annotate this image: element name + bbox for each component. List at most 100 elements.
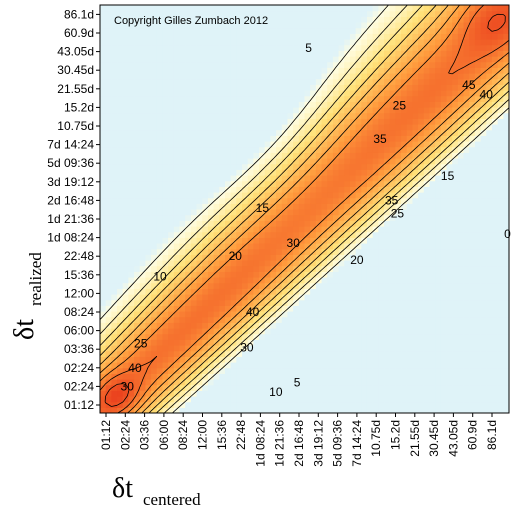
heatmap-cell bbox=[486, 260, 493, 267]
heatmap-cell bbox=[207, 152, 215, 159]
heatmap-cell bbox=[190, 305, 198, 312]
heatmap-cell bbox=[259, 311, 266, 318]
heatmap-cell bbox=[463, 237, 470, 244]
heatmap-cell bbox=[452, 379, 459, 386]
heatmap-cell bbox=[338, 180, 345, 187]
heatmap-cell bbox=[128, 203, 135, 210]
heatmap-cell bbox=[151, 328, 158, 335]
heatmap-cell bbox=[372, 112, 379, 119]
heatmap-cell bbox=[491, 345, 499, 352]
heatmap-cell bbox=[327, 237, 334, 244]
heatmap-cell bbox=[457, 237, 465, 244]
heatmap-cell bbox=[270, 44, 277, 51]
heatmap-cell bbox=[173, 282, 181, 289]
heatmap-cell bbox=[281, 16, 289, 23]
heatmap-cell bbox=[332, 260, 340, 267]
heatmap-cell bbox=[395, 169, 402, 176]
heatmap-cell bbox=[469, 333, 476, 340]
heatmap-cell bbox=[423, 118, 431, 125]
heatmap-cell bbox=[207, 186, 215, 193]
heatmap-cell bbox=[247, 248, 254, 255]
heatmap-cell bbox=[474, 209, 482, 216]
heatmap-cell bbox=[298, 350, 306, 357]
heatmap-cell bbox=[321, 141, 328, 148]
heatmap-cell bbox=[202, 95, 209, 102]
heatmap-cell bbox=[224, 271, 232, 278]
heatmap-cell bbox=[202, 237, 209, 244]
heatmap-cell bbox=[276, 407, 283, 413]
heatmap-cell bbox=[361, 407, 368, 413]
heatmap-cell bbox=[486, 175, 493, 182]
heatmap-cell bbox=[122, 33, 130, 40]
heatmap-cell bbox=[440, 288, 448, 295]
heatmap-cell bbox=[236, 192, 243, 199]
heatmap-cell bbox=[168, 311, 175, 318]
heatmap-cell bbox=[145, 33, 152, 40]
heatmap-cell bbox=[111, 237, 118, 244]
heatmap-cell bbox=[332, 226, 340, 233]
heatmap-cell bbox=[486, 384, 493, 391]
heatmap-cell bbox=[298, 345, 306, 352]
heatmap-cell bbox=[270, 362, 277, 369]
heatmap-cell bbox=[224, 203, 232, 210]
heatmap-cell bbox=[145, 175, 152, 182]
heatmap-cell bbox=[446, 129, 453, 136]
heatmap-cell bbox=[293, 192, 300, 199]
heatmap-cell bbox=[105, 203, 112, 210]
heatmap-cell bbox=[469, 367, 476, 374]
heatmap-cell bbox=[196, 152, 203, 159]
heatmap-cell bbox=[418, 33, 425, 40]
heatmap-cell bbox=[287, 67, 294, 74]
heatmap-cell bbox=[168, 345, 175, 352]
heatmap-cell bbox=[219, 209, 226, 216]
heatmap-cell bbox=[293, 158, 300, 165]
heatmap-cell bbox=[190, 345, 198, 352]
heatmap-cell bbox=[446, 101, 453, 108]
heatmap-cell bbox=[452, 356, 459, 363]
heatmap-cell bbox=[190, 203, 198, 210]
heatmap-cell bbox=[412, 401, 419, 408]
heatmap-cell bbox=[429, 299, 436, 306]
heatmap-cell bbox=[151, 163, 158, 170]
heatmap-cell bbox=[213, 379, 220, 386]
heatmap-cell bbox=[480, 367, 487, 374]
heatmap-cell bbox=[457, 84, 465, 91]
heatmap-cell bbox=[230, 333, 237, 340]
heatmap-cell bbox=[298, 73, 306, 80]
heatmap-cell bbox=[310, 254, 317, 261]
heatmap-cell bbox=[480, 180, 487, 187]
heatmap-cell bbox=[418, 209, 425, 216]
heatmap-cell bbox=[185, 390, 192, 397]
heatmap-cell bbox=[190, 90, 198, 97]
heatmap-cell bbox=[151, 390, 158, 397]
heatmap-cell bbox=[298, 163, 306, 170]
heatmap-cell bbox=[128, 152, 135, 159]
heatmap-cell bbox=[332, 401, 340, 408]
heatmap-cell bbox=[105, 311, 112, 318]
heatmap-cell bbox=[111, 282, 118, 289]
heatmap-cell bbox=[162, 243, 169, 250]
heatmap-cell bbox=[486, 107, 493, 114]
heatmap-cell bbox=[128, 141, 135, 148]
heatmap-cell bbox=[151, 362, 158, 369]
heatmap-cell bbox=[349, 328, 357, 335]
heatmap-cell bbox=[151, 367, 158, 374]
heatmap-cell bbox=[134, 61, 141, 68]
heatmap-cell bbox=[236, 152, 243, 159]
heatmap-cell bbox=[117, 129, 124, 136]
heatmap-cell bbox=[429, 282, 436, 289]
heatmap-cell bbox=[349, 44, 357, 51]
heatmap-cell bbox=[145, 282, 152, 289]
heatmap-cell bbox=[418, 214, 425, 221]
heatmap-cell bbox=[440, 84, 448, 91]
heatmap-cell bbox=[457, 379, 465, 386]
heatmap-cell bbox=[134, 95, 141, 102]
heatmap-cell bbox=[315, 328, 323, 335]
heatmap-cell bbox=[236, 311, 243, 318]
heatmap-cell bbox=[338, 350, 345, 357]
heatmap-cell bbox=[128, 118, 135, 125]
heatmap-cell bbox=[270, 152, 277, 159]
heatmap-cell bbox=[139, 203, 147, 210]
heatmap-cell bbox=[378, 27, 385, 34]
heatmap-cell bbox=[429, 175, 436, 182]
